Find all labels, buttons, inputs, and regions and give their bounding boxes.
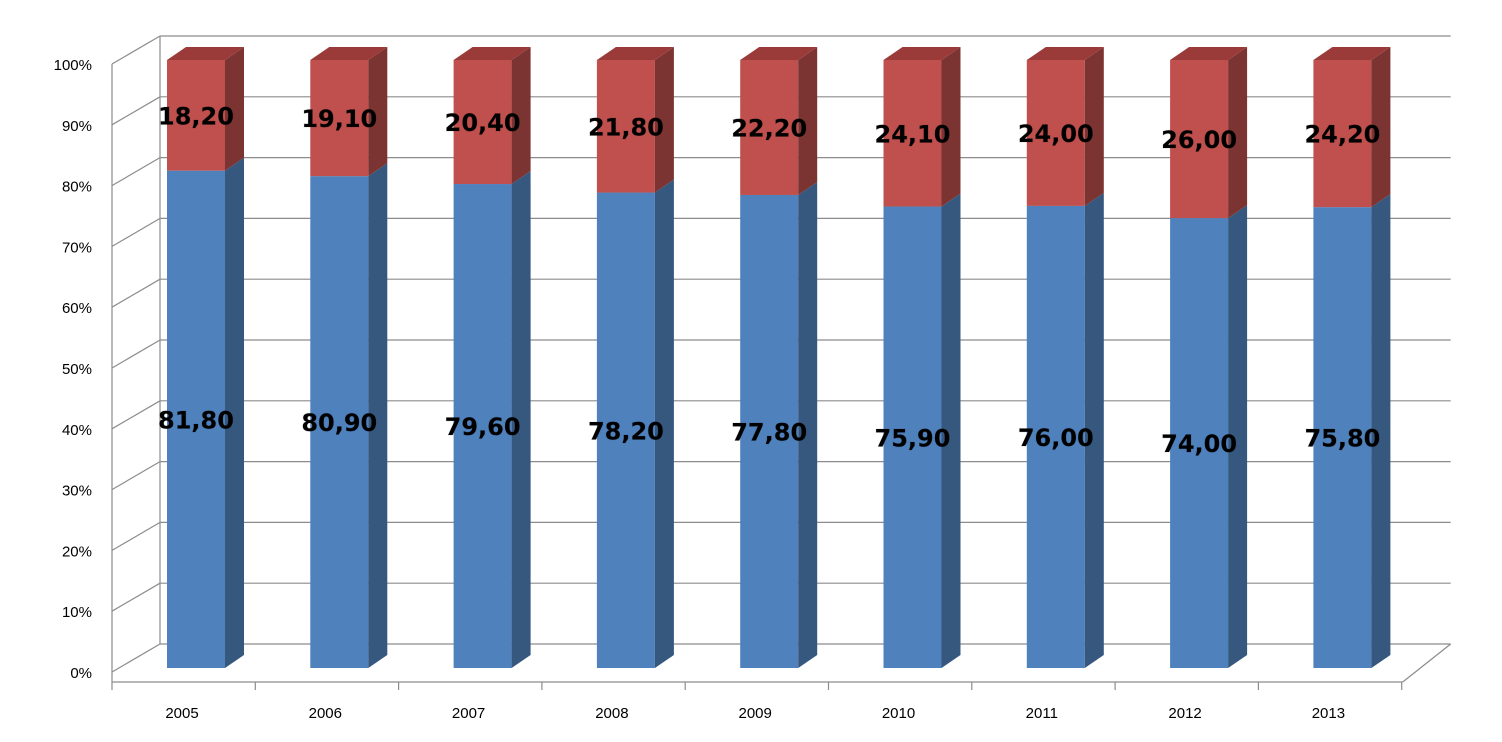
- y-tick-label: 60%: [62, 300, 92, 317]
- bar-front: [740, 60, 799, 195]
- bar-front: [883, 206, 942, 668]
- data-label: 74,00: [1161, 430, 1237, 458]
- x-tick-label: 2008: [595, 705, 628, 722]
- y-tick-label: 100%: [54, 57, 92, 74]
- gridline-depth: [111, 157, 161, 187]
- gridline-depth: [111, 400, 161, 430]
- bar-side: [1371, 194, 1391, 669]
- x-tick-label: 2011: [1026, 705, 1058, 722]
- gridline-depth: [111, 96, 161, 126]
- bar-side: [225, 157, 244, 668]
- x-tick-label: 2005: [165, 705, 198, 722]
- data-label: 75,90: [875, 424, 951, 452]
- gridline-depth: [111, 461, 161, 491]
- bar-front: [1026, 205, 1085, 669]
- bar-top: [1170, 47, 1248, 60]
- gridline-depth: [111, 643, 161, 673]
- y-tick-label: 90%: [62, 118, 92, 135]
- bar-front: [1170, 60, 1229, 219]
- bar-front: [1313, 60, 1372, 208]
- data-label: 24,00: [1018, 120, 1094, 148]
- data-label: 76,00: [1018, 424, 1094, 452]
- axes: 0% 10% 20% 30% 40% 50% 60% 70% 80% 90% 100% 2005 200…: [54, 57, 1452, 722]
- bar-side: [225, 47, 244, 171]
- bar-front: [1170, 218, 1229, 668]
- data-label: 24,20: [1304, 121, 1380, 149]
- bar-side: [798, 47, 818, 195]
- data-label: 21,80: [588, 113, 664, 141]
- y-tick-label: 30%: [62, 483, 92, 500]
- bar-side: [941, 47, 961, 207]
- y-tick-label: 70%: [62, 239, 92, 256]
- bar-side: [798, 181, 818, 668]
- y-tick-label: 50%: [62, 361, 92, 378]
- bar-front: [310, 60, 369, 177]
- bar-side: [368, 47, 388, 177]
- bars: [167, 47, 1391, 669]
- bar-side: [511, 171, 531, 669]
- bar-front: [310, 176, 369, 669]
- data-label: 18,20: [158, 102, 234, 130]
- data-label: 79,60: [445, 413, 521, 441]
- data-label: 77,80: [731, 418, 807, 446]
- gridline-depth: [111, 278, 161, 308]
- bar-side: [511, 47, 531, 185]
- bar-side: [1084, 192, 1104, 669]
- bar-top: [883, 47, 961, 60]
- data-label: 26,00: [1161, 126, 1237, 154]
- data-label: 81,80: [158, 406, 234, 434]
- data-label: 78,20: [588, 417, 664, 445]
- gridline-depth: [111, 217, 161, 247]
- bar-side: [654, 47, 674, 193]
- x-tick-label: 2009: [739, 705, 772, 722]
- bar-top: [453, 47, 531, 60]
- bar-side: [654, 179, 674, 668]
- x-tick-label: 2010: [882, 705, 915, 722]
- bar-side: [368, 163, 388, 669]
- bar-front: [596, 192, 655, 668]
- bar-front: [1313, 207, 1372, 669]
- bar-top: [740, 47, 818, 60]
- bar-front: [1026, 60, 1085, 206]
- bar-top: [310, 47, 388, 60]
- data-label: 75,80: [1304, 425, 1380, 453]
- data-label: 20,40: [445, 109, 521, 137]
- bar-front: [740, 194, 799, 668]
- floor-depth-edge: [1402, 643, 1452, 683]
- bar-side: [1228, 205, 1248, 668]
- bar-side: [1228, 47, 1248, 219]
- bar-front: [167, 60, 225, 171]
- bar-front: [596, 60, 655, 193]
- bar-front: [883, 60, 942, 207]
- data-label: 19,10: [301, 105, 377, 133]
- y-tick-label: 20%: [62, 543, 92, 560]
- y-tick-label: 0%: [70, 665, 92, 682]
- bar-top: [167, 47, 244, 60]
- data-label: 22,20: [731, 114, 807, 142]
- bar-side: [1371, 47, 1391, 208]
- data-labels: 81,80 18,20 80,90 19,10 79,60 20,40 78,20 21,80…: [158, 102, 1381, 459]
- data-label: 24,10: [875, 120, 951, 148]
- gridline-depth: [111, 35, 161, 65]
- x-tick-label: 2006: [309, 705, 342, 722]
- x-tick-label: 2007: [452, 705, 485, 722]
- gridline-depth: [111, 521, 161, 551]
- bar-front: [453, 60, 512, 185]
- bar-front: [453, 184, 512, 669]
- gridline-depth: [111, 582, 161, 612]
- y-tick-label: 10%: [62, 604, 92, 621]
- bar-side: [1084, 47, 1104, 206]
- y-tick-label: 80%: [62, 179, 92, 196]
- bar-top: [596, 47, 674, 60]
- gridline-depth: [111, 339, 161, 369]
- bar-side: [941, 193, 961, 668]
- bar-top: [1026, 47, 1104, 60]
- y-tick-label: 40%: [62, 422, 92, 439]
- x-tick-label: 2012: [1168, 705, 1201, 722]
- data-label: 80,90: [301, 409, 377, 437]
- bar-front: [167, 170, 225, 668]
- x-tick-label: 2013: [1312, 705, 1345, 722]
- bar-top: [1313, 47, 1391, 60]
